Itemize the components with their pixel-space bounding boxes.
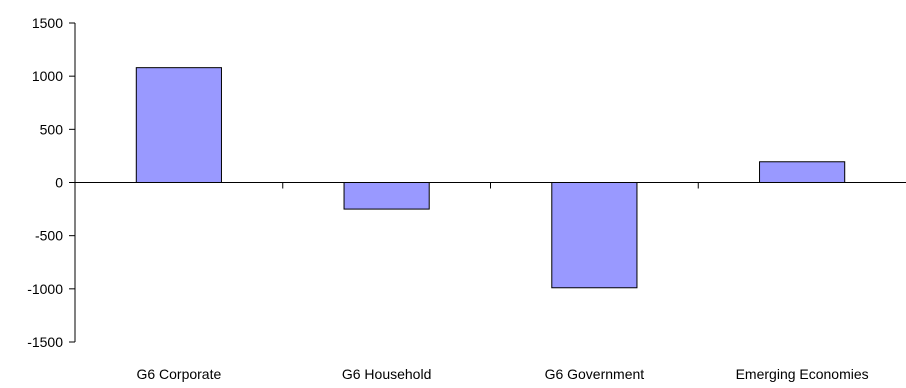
y-tick-label: -1500 <box>27 334 63 350</box>
x-axis-ticks <box>282 182 699 189</box>
y-tick-label: 500 <box>40 121 64 137</box>
y-tick-label: 1500 <box>32 15 63 31</box>
x-axis-labels: G6 Corporate G6 Household G6 Government Eme… <box>136 366 868 382</box>
x-category-label: G6 Government <box>545 366 645 382</box>
bar-g6-corporate <box>135 67 222 183</box>
y-tick-label: 1000 <box>32 68 63 84</box>
y-tick-label: 0 <box>55 175 63 191</box>
x-category-label: G6 Household <box>342 366 432 382</box>
bar-emerging-economies <box>759 161 846 183</box>
bar-g6-household <box>343 182 430 210</box>
bar-g6-government <box>551 182 638 289</box>
bars <box>135 67 846 289</box>
y-tick-label: -1000 <box>27 281 63 297</box>
x-category-label: G6 Corporate <box>136 366 221 382</box>
y-tick-label: -500 <box>35 228 63 244</box>
x-category-label: Emerging Economies <box>736 366 869 382</box>
y-axis-ticks: 1500 1000 500 0 -500 -1000 -1500 <box>27 15 75 350</box>
